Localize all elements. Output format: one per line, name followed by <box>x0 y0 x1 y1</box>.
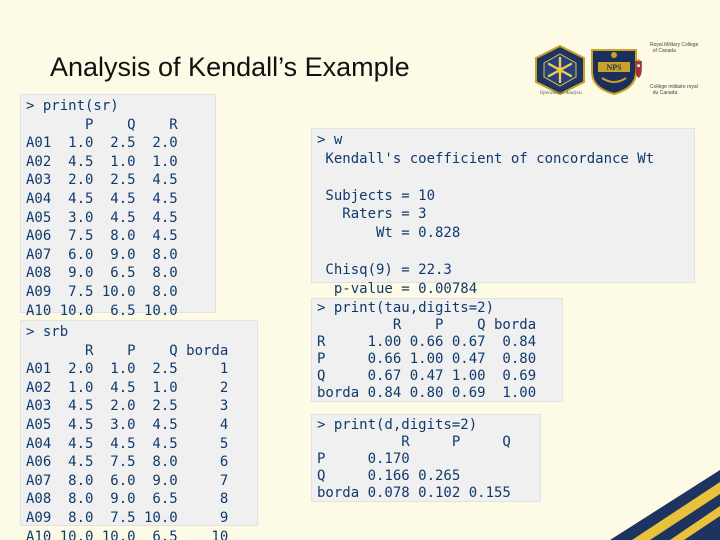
rmc-crest-icon <box>635 59 642 79</box>
d-output: > print(d,digits=2) R P Q P 0.170 Q 0.16… <box>317 417 511 501</box>
sr-output: > print(sr) P Q R A01 1.0 2.5 2.0 A02 4.… <box>26 98 178 319</box>
operational-analysis-logo-icon <box>535 44 585 96</box>
corner-stripes-decoration <box>610 470 720 540</box>
w-console-panel: > w Kendall's coefficient of concordance… <box>311 128 695 297</box>
nps-shield-icon <box>591 49 637 96</box>
nps-text: NPS <box>606 63 622 72</box>
tau-console-panel: > print(tau,digits=2) R P Q borda R 1.00… <box>311 298 563 402</box>
rmc-name-french: Collège militaire royal du Canada <box>650 84 698 96</box>
d-console-panel: > print(d,digits=2) R P Q P 0.170 Q 0.16… <box>311 414 541 502</box>
tau-output: > print(tau,digits=2) R P Q borda R 1.00… <box>317 300 537 401</box>
w-output: > w Kendall's coefficient of concordance… <box>317 132 655 297</box>
operational-analysis-caption: Operational Analysis <box>539 91 583 96</box>
sr-console-panel: > print(sr) P Q R A01 1.0 2.5 2.0 A02 4.… <box>20 94 216 319</box>
rmc-name-english: Royal Military College of Canada <box>650 42 699 54</box>
srb-console-panel: > srb R P Q borda A01 2.0 1.0 2.5 1 A02 … <box>20 320 258 540</box>
srb-output: > srb R P Q borda A01 2.0 1.0 2.5 1 A02 … <box>26 324 229 540</box>
slide-title: Analysis of Kendall’s Example <box>50 52 410 82</box>
